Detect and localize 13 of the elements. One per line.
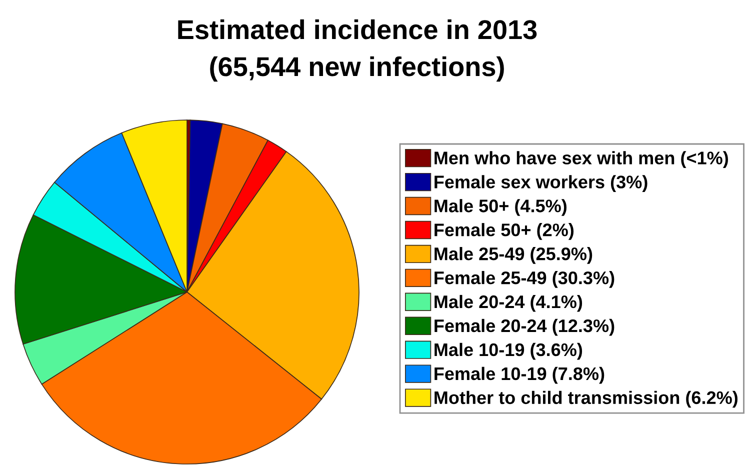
chart-title: Estimated incidence in 2013 (178, 19, 537, 40)
legend-label: Female 10-19 (7.8%) (434, 366, 604, 384)
legend-label: Men who have sex with men (<1%) (434, 151, 728, 168)
legend-label: Female 20-24 (12.3%) (434, 318, 614, 336)
legend-label: Female 50+ (2%) (434, 223, 574, 240)
legend-label: Male 10-19 (3.6%) (434, 342, 582, 360)
legend-label: Mother to child transmission (6.2%) (434, 390, 738, 408)
legend-label: Male 50+ (4.5%) (434, 199, 566, 216)
chart-subtitle: (65,544 new infections) (210, 56, 504, 82)
legend-label: Female 25-49 (30.3%) (434, 270, 614, 288)
legend-label: Female sex workers (3%) (434, 175, 648, 192)
legend-label: Male 20-24 (4.1%) (434, 294, 582, 312)
legend-label: Male 25-49 (25.9%) (434, 247, 592, 264)
